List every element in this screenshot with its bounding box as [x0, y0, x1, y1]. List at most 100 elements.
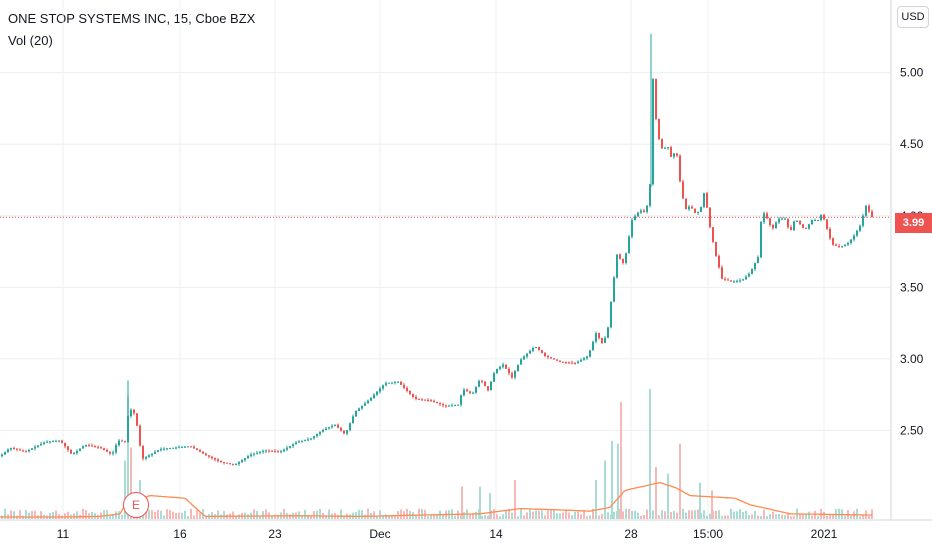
candle-body	[481, 380, 483, 382]
candle-body	[223, 462, 225, 464]
candle-body	[841, 246, 843, 248]
candle-body	[844, 244, 846, 247]
candle-body	[631, 220, 633, 237]
volume-bar	[169, 509, 171, 519]
volume-bar	[706, 515, 708, 519]
candle-body	[289, 446, 291, 448]
candle-body	[733, 281, 735, 283]
candle-body	[544, 353, 546, 357]
candle-body	[625, 253, 627, 263]
time-axis[interactable]: 11 16 23 Dec 14 28 15:00 2021	[57, 527, 838, 541]
volume-bar	[517, 516, 519, 519]
volume-indicator-label[interactable]: Vol (20)	[8, 33, 53, 48]
candle-body	[58, 440, 60, 442]
volume-bar	[190, 508, 192, 519]
candle-body	[568, 362, 570, 364]
volume-bar	[181, 512, 183, 519]
candle-body	[76, 450, 78, 454]
volume-bar	[4, 508, 6, 519]
candle-body	[508, 368, 510, 374]
candle-body	[484, 381, 486, 387]
candle-body	[532, 347, 534, 351]
candle-body	[604, 337, 606, 343]
candle-body	[583, 358, 585, 360]
candle-body	[193, 446, 195, 449]
price-tick-label: 5.00	[900, 66, 924, 80]
candle-body	[64, 442, 66, 447]
volume-bar	[664, 511, 666, 519]
volume-bar	[274, 514, 276, 519]
volume-bar	[217, 510, 219, 519]
symbol-title[interactable]: ONE STOP SYSTEMS INC, 15, Cboe BZX	[8, 11, 256, 26]
candle-body	[235, 464, 237, 466]
volume-bar	[562, 512, 564, 519]
volume-bar	[541, 510, 543, 519]
volume-bar	[436, 515, 438, 519]
candle-body	[16, 448, 18, 450]
volume-bar	[49, 513, 51, 519]
volume-bar	[508, 508, 510, 519]
candle-body	[811, 220, 813, 225]
candle-body	[109, 451, 111, 454]
candle-body	[391, 382, 393, 384]
candle-body	[514, 371, 516, 378]
candle-body	[703, 193, 705, 207]
volume-bar	[640, 515, 642, 519]
volume-bar	[427, 516, 429, 519]
volume-bar	[479, 486, 481, 519]
volume-bar	[538, 510, 540, 519]
candle-body	[616, 254, 618, 278]
candle-body	[538, 346, 540, 351]
candle-body	[46, 441, 48, 443]
candle-body	[220, 460, 222, 463]
candle-body	[814, 220, 816, 222]
volume-bar	[106, 510, 108, 519]
price-tick-label: 3.50	[900, 280, 924, 294]
candle-body	[250, 454, 252, 457]
earnings-marker[interactable]: E	[123, 492, 149, 518]
volume-bar	[343, 515, 345, 519]
candle-body	[181, 446, 183, 448]
candle-body	[865, 205, 867, 216]
volume-bar	[742, 512, 744, 519]
candle-body	[685, 198, 687, 210]
volume-bar	[694, 510, 696, 519]
candle-body	[850, 239, 852, 243]
candle-body	[577, 361, 579, 364]
volume-bar	[289, 514, 291, 519]
candle-body	[823, 214, 825, 220]
candle-body	[397, 381, 399, 383]
currency-button[interactable]: USD	[897, 6, 929, 28]
candle-body	[310, 438, 312, 440]
candle-body	[199, 450, 201, 452]
candle-body	[736, 280, 738, 282]
volume-bar	[199, 512, 201, 519]
volume-bar	[307, 516, 309, 519]
candle-body	[52, 441, 54, 443]
candle-body	[106, 449, 108, 452]
volume-bar	[556, 513, 558, 519]
volume-bar	[232, 511, 234, 519]
volume-bar	[793, 516, 795, 519]
volume-bar	[613, 511, 615, 519]
volume-bar	[622, 511, 624, 519]
candle-body	[586, 356, 588, 359]
candle-body	[619, 254, 621, 259]
candle-body	[451, 405, 453, 407]
volume-bar	[196, 510, 198, 519]
candle-body	[178, 447, 180, 449]
candle-body	[793, 221, 795, 231]
volume-bar	[184, 510, 186, 519]
volume-bar	[103, 510, 105, 519]
candle-body	[400, 381, 402, 385]
volume-bar	[367, 508, 369, 519]
candle-body	[763, 213, 765, 222]
volume-bar	[487, 515, 489, 519]
volume-bar	[811, 515, 813, 519]
volume-bar	[643, 514, 645, 519]
price-axis[interactable]: 2.503.003.504.004.505.00	[900, 66, 924, 438]
candle-body	[67, 446, 69, 450]
candle-body	[730, 280, 732, 282]
candle-body	[157, 450, 159, 452]
